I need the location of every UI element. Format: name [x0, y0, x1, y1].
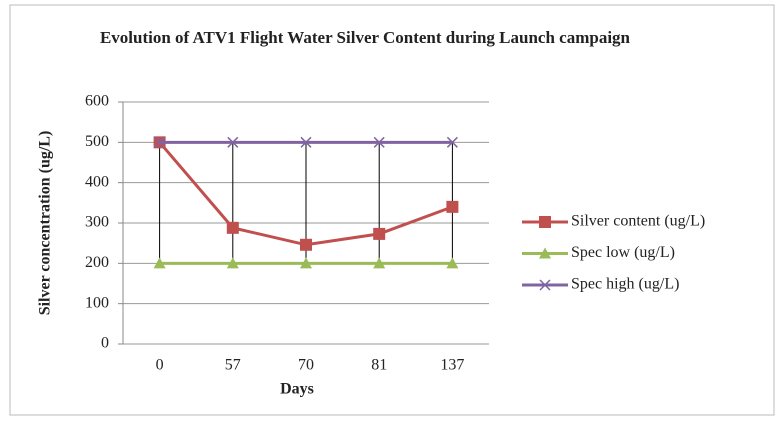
legend-marker: [539, 216, 551, 228]
y-tick-label: 600: [85, 93, 109, 110]
y-tick-label: 300: [85, 214, 109, 231]
data-point: [300, 238, 312, 251]
data-point: [373, 257, 386, 269]
data-point: [153, 257, 166, 269]
x-axis-label: Days: [280, 381, 314, 398]
chart-border: [9, 4, 775, 416]
legend-marker: [539, 279, 551, 291]
y-tick-label: 500: [85, 133, 109, 150]
data-point: [373, 227, 386, 240]
data-point: [300, 257, 312, 269]
x-tick-label: 81: [371, 357, 387, 374]
data-point: [227, 136, 239, 148]
legend-marker: [539, 247, 551, 259]
data-point: [446, 200, 459, 213]
x-tick-label: 0: [156, 357, 164, 374]
x-tick-label: 70: [298, 357, 314, 374]
chart-title: Evolution of ATV1 Flight Water Silver Co…: [99, 28, 631, 47]
data-point: [226, 257, 239, 269]
x-tick-label: 137: [440, 357, 464, 374]
y-tick-label: 100: [85, 294, 109, 311]
y-tick-label: 0: [101, 335, 109, 352]
legend-label: Spec high (ug/L): [571, 276, 679, 293]
data-point: [154, 136, 166, 148]
legend-label: Silver content (ug/L): [571, 213, 705, 230]
data-point: [373, 136, 385, 148]
data-point: [300, 136, 312, 148]
data-point: [226, 221, 239, 234]
data-point: [446, 136, 458, 148]
legend-label: Spec low (ug/L): [571, 244, 675, 261]
data-point: [446, 257, 459, 269]
x-tick-label: 57: [225, 357, 241, 374]
y-axis-label: Silver concentration (ug/L): [37, 131, 54, 316]
y-tick-label: 200: [85, 254, 109, 271]
y-tick-label: 400: [85, 173, 109, 190]
